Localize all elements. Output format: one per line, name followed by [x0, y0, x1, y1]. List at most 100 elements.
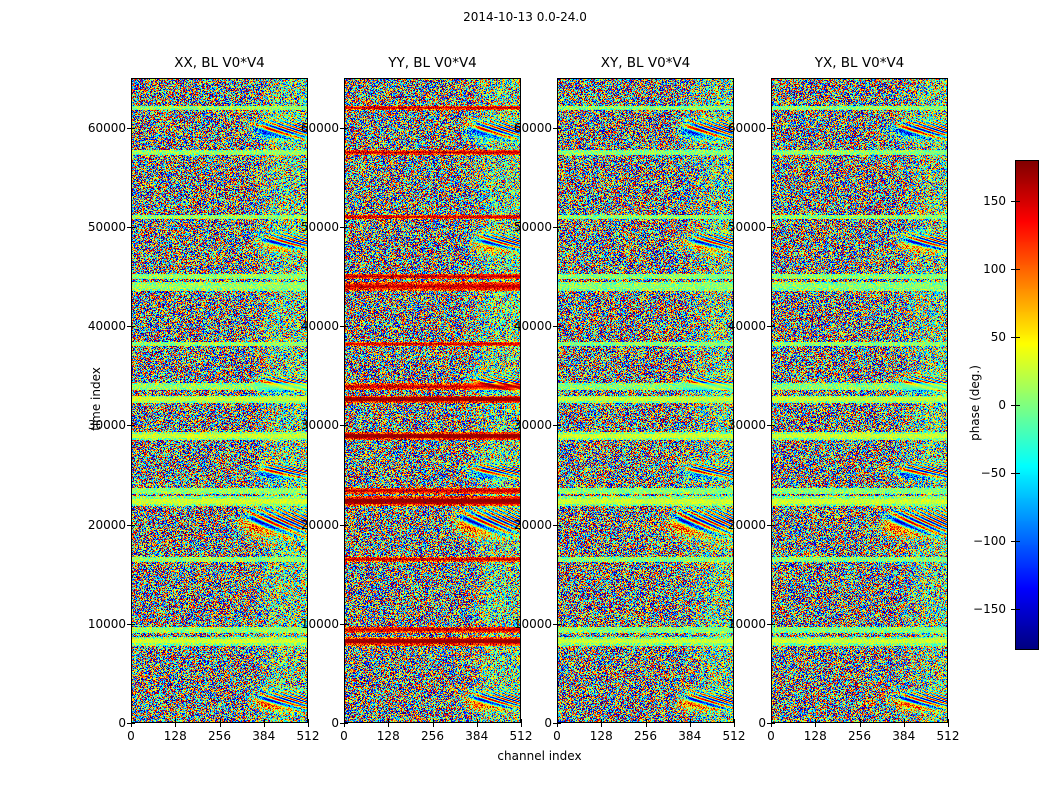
- y-tick-label: 0: [118, 716, 126, 730]
- y-tick-label: 40000: [727, 319, 766, 334]
- x-tick-mark-inner: [557, 719, 558, 723]
- y-tick-label: 50000: [87, 219, 126, 234]
- x-tick-label: 512: [936, 729, 960, 743]
- x-tick-mark-inner: [645, 719, 647, 723]
- figure-suptitle: 2014-10-13 0.0-24.0: [463, 10, 587, 24]
- panel-xy[interactable]: XY, BL V0*V4 0 10000 20000 30000 40000 50000 60…: [514, 55, 746, 743]
- panel-title-xy: XY, BL V0*V4: [600, 55, 691, 71]
- colorbar-tick-mark: [1011, 268, 1015, 270]
- colorbar-tick-label: −100: [973, 534, 1006, 549]
- y-tick-mark-inner: [131, 127, 135, 129]
- y-tick-mark: [553, 623, 557, 625]
- y-tick-mark-inner: [557, 326, 561, 328]
- y-tick-mark-inner: [131, 326, 135, 328]
- panel-heatmap-xy: [557, 78, 734, 723]
- y-tick-mark-inner: [557, 226, 561, 228]
- y-tick-mark-inner: [131, 623, 135, 625]
- y-tick-mark-inner: [131, 524, 135, 526]
- x-tick-mark: [689, 723, 691, 727]
- y-tick-mark-inner: [557, 524, 561, 526]
- x-tick-mark-inner: [344, 719, 345, 723]
- x-tick-label: 512: [296, 729, 320, 743]
- y-tick-label: 30000: [300, 418, 339, 433]
- colorbar-tick-mark-inner: [1015, 336, 1020, 338]
- x-tick-mark: [263, 723, 265, 727]
- x-tick-mark-inner: [734, 719, 735, 723]
- panel-xx[interactable]: XX, BL V0*V4 0 10000 20000 30000 40000 50000 60…: [88, 55, 320, 743]
- y-tick-mark: [127, 723, 131, 724]
- x-tick-label: 256: [421, 729, 444, 743]
- y-tick-mark-inner: [344, 326, 348, 328]
- x-tick-label: 512: [722, 729, 746, 743]
- x-tick-mark: [131, 723, 132, 727]
- colorbar-tick-label: −50: [980, 466, 1006, 481]
- x-tick-mark: [432, 723, 434, 727]
- x-tick-mark: [771, 723, 772, 727]
- y-tick-label: 10000: [300, 616, 339, 631]
- y-tick-label: 60000: [513, 120, 552, 135]
- y-tick-label: 40000: [300, 319, 339, 334]
- y-tick-mark: [127, 127, 131, 129]
- y-tick-mark-inner: [344, 723, 348, 724]
- y-tick-mark-inner: [131, 425, 135, 427]
- colorbar-label: phase (deg.): [968, 365, 982, 441]
- y-tick-mark-inner: [557, 127, 561, 129]
- y-tick-mark-inner: [771, 623, 775, 625]
- colorbar-tick-label: 0: [998, 398, 1006, 412]
- y-tick-mark: [767, 524, 771, 526]
- x-tick-mark: [219, 723, 221, 727]
- colorbar-tick-mark: [1011, 473, 1015, 475]
- x-tick-mark: [476, 723, 478, 727]
- y-tick-mark: [127, 226, 131, 228]
- y-tick-mark: [127, 425, 131, 427]
- y-tick-label: 10000: [87, 616, 126, 631]
- y-tick-mark-inner: [344, 623, 348, 625]
- y-tick-mark: [127, 623, 131, 625]
- y-tick-mark: [767, 623, 771, 625]
- x-tick-mark-inner: [476, 719, 478, 723]
- y-tick-mark-inner: [771, 326, 775, 328]
- x-tick-label: 0: [553, 729, 561, 743]
- x-tick-label: 0: [127, 729, 135, 743]
- x-tick-mark: [521, 723, 522, 727]
- y-tick-label: 60000: [727, 120, 766, 135]
- panel-heatmap-yx: [771, 78, 948, 723]
- x-tick-mark-inner: [219, 719, 221, 723]
- y-tick-mark: [553, 723, 557, 724]
- panel-yx[interactable]: YX, BL V0*V4 0 10000 20000 30000 40000 50000 60…: [728, 55, 960, 743]
- y-tick-mark: [553, 226, 557, 228]
- y-tick-mark: [767, 326, 771, 328]
- y-tick-mark: [340, 326, 344, 328]
- y-tick-mark-inner: [344, 524, 348, 526]
- y-tick-mark-inner: [344, 425, 348, 427]
- x-tick-mark: [815, 723, 817, 727]
- y-tick-mark: [340, 623, 344, 625]
- x-tick-mark: [557, 723, 558, 727]
- y-tick-mark: [340, 127, 344, 129]
- y-tick-label: 30000: [87, 418, 126, 433]
- y-tick-mark: [553, 425, 557, 427]
- panel-yy[interactable]: YY, BL V0*V4 0 10000 20000 30000 40000 50000 60…: [301, 55, 533, 743]
- y-tick-mark-inner: [771, 226, 775, 228]
- y-tick-label: 20000: [513, 517, 552, 532]
- x-tick-mark-inner: [175, 719, 177, 723]
- panel-heatmap-xx: [131, 78, 308, 723]
- x-tick-mark-inner: [948, 719, 949, 723]
- x-tick-mark-inner: [815, 719, 817, 723]
- y-tick-label: 10000: [513, 616, 552, 631]
- y-tick-mark-inner: [344, 127, 348, 129]
- y-tick-mark: [340, 226, 344, 228]
- x-tick-label: 384: [678, 729, 702, 743]
- x-tick-label: 128: [163, 729, 187, 743]
- x-tick-mark: [601, 723, 603, 727]
- colorbar-tick-label: 50: [990, 329, 1006, 344]
- y-tick-label: 20000: [87, 517, 126, 532]
- colorbar-tick-mark: [1011, 609, 1015, 611]
- x-tick-mark: [388, 723, 390, 727]
- x-tick-mark: [344, 723, 345, 727]
- y-tick-mark: [340, 425, 344, 427]
- x-tick-label: 128: [589, 729, 613, 743]
- colorbar-tick-mark: [1011, 541, 1015, 543]
- panel-title-yx: YX, BL V0*V4: [814, 55, 905, 71]
- x-tick-mark: [175, 723, 177, 727]
